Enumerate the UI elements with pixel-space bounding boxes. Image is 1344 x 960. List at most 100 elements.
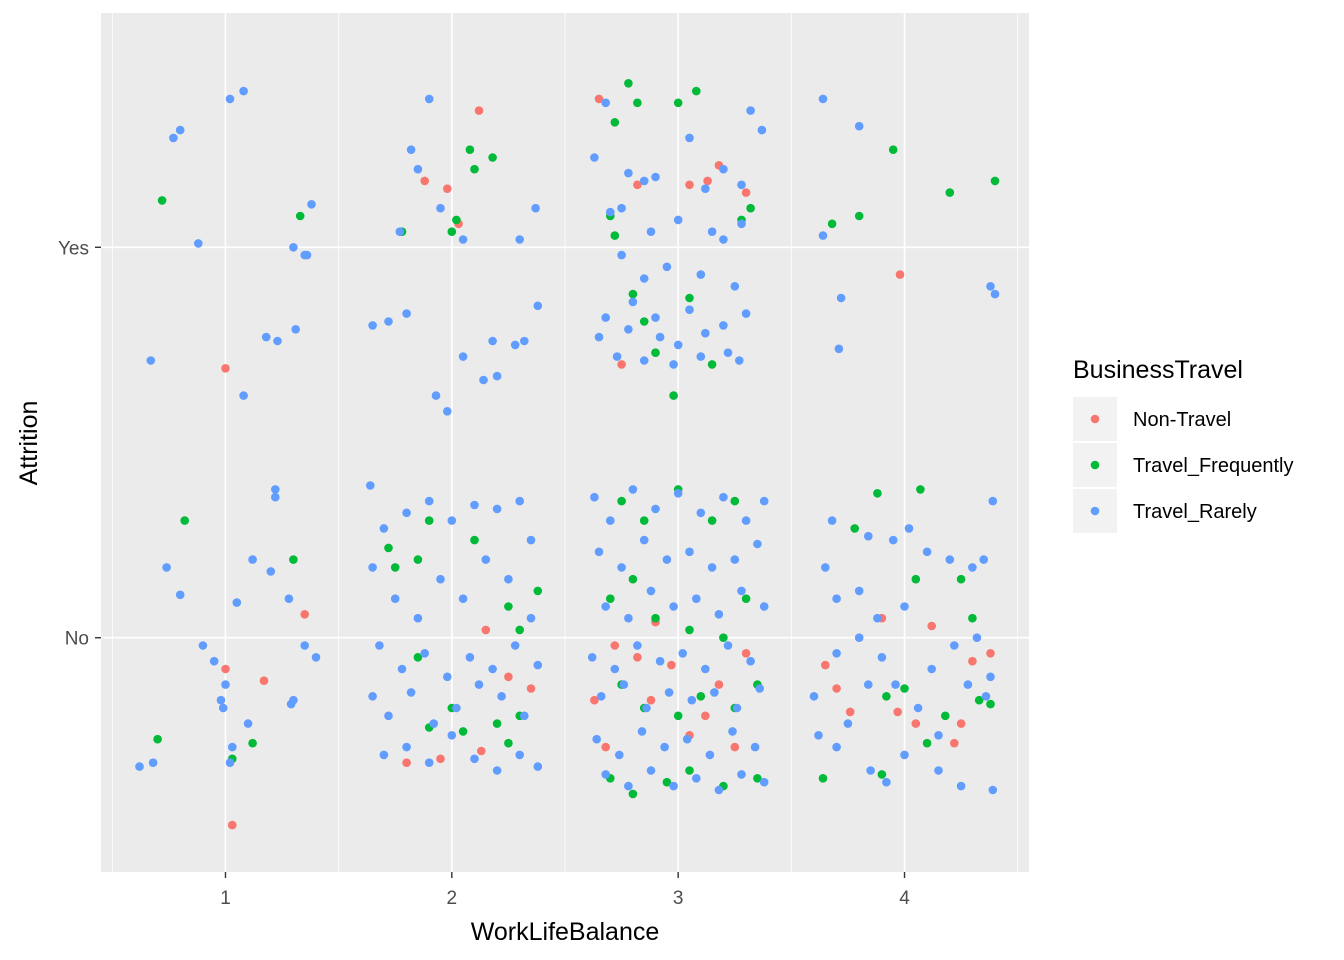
data-point (619, 680, 629, 689)
legend-key-point (1090, 460, 1100, 470)
data-point (692, 86, 701, 96)
data-point (741, 188, 751, 197)
data-point (882, 692, 891, 701)
x-tick-label: 3 (673, 888, 684, 909)
data-point (757, 125, 767, 135)
data-point (963, 680, 973, 689)
data-point (877, 770, 887, 779)
data-point (836, 293, 846, 303)
data-point (216, 695, 226, 705)
data-point (590, 695, 599, 705)
data-point (646, 766, 656, 775)
data-point (617, 563, 626, 572)
data-point (827, 516, 837, 525)
data-point (592, 734, 601, 744)
data-point (719, 492, 728, 502)
data-point (307, 200, 316, 209)
data-point (701, 711, 710, 721)
data-point (531, 203, 540, 213)
data-point (594, 547, 604, 557)
data-point (900, 684, 909, 693)
data-point (447, 516, 457, 525)
data-point (633, 641, 642, 650)
data-point (424, 758, 434, 767)
data-point (662, 262, 672, 272)
data-point (692, 774, 701, 783)
data-point (436, 203, 445, 213)
data-point (397, 664, 407, 674)
data-point (474, 680, 484, 689)
data-point (888, 145, 898, 154)
data-point (685, 293, 694, 303)
data-point (986, 282, 995, 291)
data-point (927, 621, 936, 631)
data-point (633, 653, 642, 662)
data-point (610, 664, 620, 674)
data-point (646, 227, 656, 236)
data-point (728, 727, 737, 736)
data-point (646, 586, 656, 596)
data-point (606, 207, 615, 217)
data-point (945, 188, 955, 197)
data-point (221, 664, 230, 674)
data-point (703, 176, 712, 186)
data-point (651, 504, 660, 514)
data-point (157, 196, 167, 205)
data-point (662, 777, 672, 787)
data-point (458, 352, 468, 361)
data-point (271, 485, 280, 494)
data-point (474, 106, 484, 115)
data-point (746, 203, 755, 213)
data-point (232, 598, 242, 607)
data-point (533, 660, 543, 670)
data-point (590, 492, 599, 502)
data-point (707, 360, 717, 369)
data-point (916, 485, 925, 494)
data-point (639, 317, 649, 326)
data-point (673, 340, 683, 350)
data-point (596, 692, 606, 701)
data-point (956, 574, 966, 584)
data-point (261, 332, 271, 342)
data-point (730, 742, 740, 752)
data-point (934, 731, 943, 740)
data-point (612, 352, 622, 361)
data-point (406, 688, 416, 697)
data-point (927, 664, 936, 674)
data-point (384, 317, 393, 326)
data-point (610, 641, 620, 650)
data-point (526, 613, 536, 623)
data-point (243, 719, 253, 728)
data-point (737, 586, 746, 596)
data-point (707, 563, 717, 572)
data-point (628, 574, 638, 584)
data-point (617, 203, 626, 213)
data-point (911, 574, 921, 584)
data-point (615, 750, 624, 760)
data-point (510, 641, 520, 650)
data-point (873, 489, 882, 498)
data-point (968, 613, 977, 623)
data-point (904, 524, 914, 533)
data-point (988, 785, 998, 795)
data-point (443, 672, 452, 682)
data-point (637, 727, 647, 736)
data-point (221, 364, 230, 373)
data-point (687, 695, 697, 705)
data-point (732, 703, 742, 713)
data-point (759, 496, 769, 506)
data-point (209, 656, 219, 666)
data-point (458, 727, 468, 736)
data-point (877, 653, 887, 662)
data-point (696, 692, 706, 701)
data-point (818, 774, 828, 783)
data-point (526, 535, 536, 545)
data-point (741, 516, 751, 525)
y-tick-label: Yes (58, 238, 89, 259)
data-point (424, 516, 434, 525)
data-point (832, 742, 841, 752)
data-point (692, 594, 701, 603)
data-point (633, 98, 642, 108)
data-point (956, 781, 966, 791)
